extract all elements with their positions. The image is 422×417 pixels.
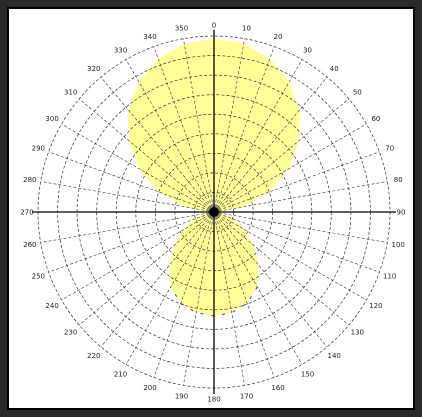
angle-tick-label: 170: [240, 393, 253, 401]
polar-grid-spoke: [153, 211, 215, 378]
polar-grid-spoke: [100, 77, 215, 213]
angle-tick-label: 240: [45, 302, 58, 310]
polar-grid-spoke: [213, 46, 275, 213]
polar-grid-spoke: [213, 211, 367, 301]
angle-tick-label: 50: [353, 88, 362, 96]
angle-tick-label: 300: [45, 115, 58, 123]
polar-grid-spoke: [213, 59, 303, 213]
polar-grid-spoke: [213, 211, 328, 347]
polar-grid-spoke: [40, 211, 215, 243]
polar-grid-spoke: [125, 211, 215, 365]
polar-chart: 0 10 20 30 40 50 60 70 80 90 100 110 120 130 140 150 160…: [20, 22, 406, 404]
polar-grid-spoke: [213, 98, 349, 213]
polar-grid-spoke: [48, 151, 215, 213]
polar-grid-spoke: [213, 211, 388, 243]
angle-tick-label: 190: [175, 393, 188, 401]
angle-tick-label: 280: [23, 176, 36, 184]
angle-tick-label: 320: [87, 65, 100, 73]
angle-tick-label: 150: [301, 370, 314, 378]
polar-grid-spoke: [213, 181, 388, 213]
angle-tick-label: 10: [242, 24, 251, 32]
polar-grid-spoke: [61, 211, 215, 301]
angle-tick-label: 270: [20, 209, 33, 217]
angle-tick-label: 80: [394, 176, 403, 184]
angle-tick-label: 250: [32, 273, 45, 281]
angle-tick-label: 220: [87, 352, 100, 360]
polar-grid-spoke: [48, 211, 215, 273]
polar-grid-spoke: [213, 211, 380, 273]
angle-tick-label: 330: [114, 47, 127, 55]
polar-grid-spoke: [213, 211, 245, 386]
polar-grid-spoke: [213, 211, 303, 365]
polar-grid-spoke: [213, 211, 275, 378]
angle-tick-label: 20: [274, 33, 283, 41]
angle-tick-label: 140: [328, 352, 341, 360]
angle-tick-label: 70: [385, 145, 394, 153]
polar-grid-spoke: [213, 211, 349, 326]
angle-tick-label: 90: [397, 209, 406, 217]
angle-tick-label: 350: [175, 24, 188, 32]
angle-tick-label: 40: [330, 65, 339, 73]
polar-grid-spoke: [183, 211, 215, 386]
angle-tick-label: 120: [369, 302, 382, 310]
polar-grid-spoke: [40, 181, 215, 213]
angle-tick-label: 260: [23, 241, 36, 249]
polar-grid-spoke: [183, 38, 215, 213]
angle-tick-label: 310: [64, 88, 77, 96]
polar-grid-spoke: [213, 151, 380, 213]
polar-grid-spoke: [213, 123, 367, 213]
polar-grid-spoke: [213, 38, 245, 213]
chart-panel: 0 10 20 30 40 50 60 70 80 90 100 110 120 130 140 150 160…: [7, 7, 415, 410]
angle-tick-label: 180: [207, 396, 220, 404]
angle-tick-label: 0: [212, 22, 216, 30]
polar-grid-spoke: [213, 77, 328, 213]
angle-tick-label: 290: [32, 145, 45, 153]
angle-tick-label: 100: [392, 241, 405, 249]
polar-grid-spoke: [61, 123, 215, 213]
polar-grid-spoke: [153, 46, 215, 213]
polar-grid-spoke: [125, 59, 215, 213]
polar-grid-spoke: [79, 211, 215, 326]
angle-tick-label: 340: [143, 33, 156, 41]
angle-tick-label: 230: [64, 329, 77, 337]
angle-tick-label: 30: [303, 47, 312, 55]
angle-tick-label: 210: [114, 370, 127, 378]
polar-grid-spoke: [100, 211, 215, 347]
angle-tick-label: 200: [143, 384, 156, 392]
angle-tick-label: 60: [371, 115, 380, 123]
angle-tick-label: 130: [351, 329, 364, 337]
angle-tick-label: 110: [383, 273, 396, 281]
origin-marker: [209, 207, 219, 217]
angle-tick-label: 160: [271, 384, 284, 392]
polar-grid-spoke: [79, 98, 215, 213]
